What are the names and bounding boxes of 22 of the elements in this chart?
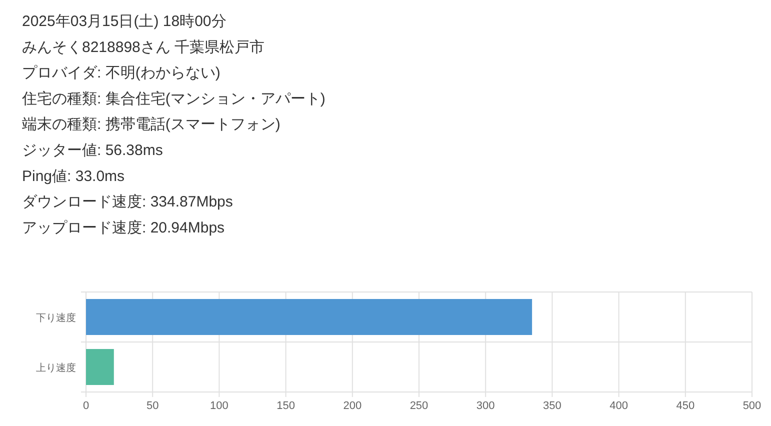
x-tick-label: 300 xyxy=(476,400,495,412)
x-tick-label: 0 xyxy=(82,400,90,412)
text: 端末の種類: 携帯電話(スマートフォン) xyxy=(22,116,280,134)
x-tick-label: 500 xyxy=(742,400,762,412)
text: Ping値: 33.0ms xyxy=(22,168,125,185)
text: プロバイダ: 不明(わからない) xyxy=(22,64,220,82)
y-tick-label: 下り速度 xyxy=(36,312,76,324)
x-tick-label: 100 xyxy=(210,400,228,412)
text: ダウンロード速度: 334.87Mbps xyxy=(22,194,233,211)
x-tick-label: 200 xyxy=(343,400,362,412)
x-tick-label: 250 xyxy=(410,400,428,412)
x-tick-label: 350 xyxy=(543,400,562,412)
text: アップロード速度: 20.94Mbps xyxy=(22,219,225,236)
y-tick-label: 上り速度 xyxy=(36,362,76,374)
text: 住宅の種類: 集合住宅(マンション・アパート) xyxy=(21,90,326,108)
x-tick-label: 150 xyxy=(276,400,295,412)
text: ジッター値: 56.38ms xyxy=(22,142,163,159)
text: みんそく8218898さん 千葉県松戸市 xyxy=(22,38,265,56)
text: 2025年03月15日(土) 18時00分 xyxy=(22,12,226,30)
x-tick-label: 50 xyxy=(146,400,159,412)
x-tick-label: 450 xyxy=(676,400,695,412)
x-tick-label: 400 xyxy=(610,400,628,412)
